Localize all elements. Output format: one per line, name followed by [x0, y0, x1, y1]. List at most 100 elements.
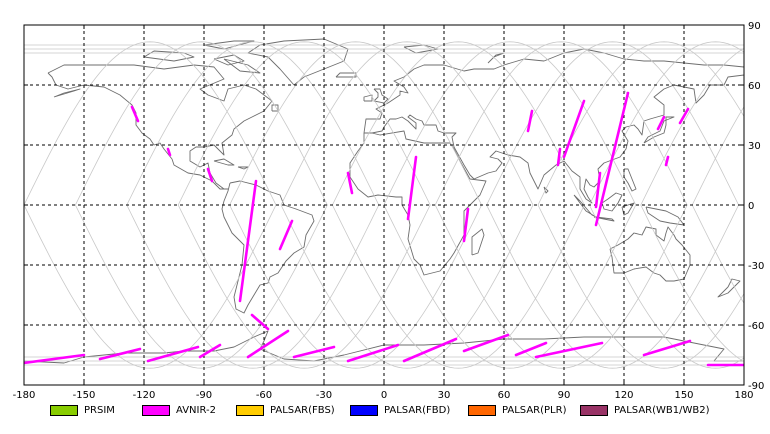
legend-item-palsar-plr: PALSAR(PLR): [468, 402, 566, 418]
avnir2-swath: [146, 345, 200, 363]
coastline: [213, 54, 245, 66]
avnir2-swath: [534, 341, 604, 359]
x-tick-label: 0: [381, 390, 387, 401]
avnir2-swath: [462, 333, 510, 353]
avnir2-swath: [556, 147, 562, 167]
palsar-plr-swatch: [468, 404, 496, 416]
legend-item-palsar-fbd: PALSAR(FBD): [350, 402, 450, 418]
coastline: [373, 88, 389, 104]
coastline: [621, 202, 635, 216]
legend-label: AVNIR-2: [176, 404, 216, 416]
y-tick-label: -60: [748, 321, 764, 332]
coastline: [143, 50, 195, 62]
coastline: [237, 166, 249, 170]
avnir2-swath: [166, 147, 172, 157]
x-tick-label: 30: [438, 390, 451, 401]
palsar-fbd-swatch: [350, 404, 378, 416]
palsar-wb-swatch: [580, 404, 608, 416]
orbit-track: [24, 41, 277, 206]
x-tick-label: 180: [734, 390, 753, 401]
orbit-track: [177, 204, 431, 369]
orbit-track: [280, 204, 534, 369]
y-tick-label: -90: [748, 381, 764, 392]
avnir2-swath: [346, 171, 354, 195]
coastline: [643, 116, 675, 144]
x-tick-label: 90: [558, 390, 571, 401]
coastline: [609, 226, 691, 282]
coastline: [645, 206, 685, 226]
coastline: [223, 58, 261, 74]
legend-item-palsar-wb: PALSAR(WB1/WB2): [580, 402, 710, 418]
palsar-fbs-swatch: [236, 404, 264, 416]
coastline: [213, 158, 235, 166]
orbit-track: [75, 204, 328, 369]
orbit-track: [589, 204, 744, 369]
avnir2-swath: [250, 313, 270, 331]
orbit-track: [75, 41, 328, 206]
coastline: [335, 72, 357, 78]
x-tick-label: -90: [196, 390, 212, 401]
coastline: [221, 180, 315, 314]
legend: PRSIM AVNIR-2 PALSAR(FBS) PALSAR(FBD) PA…: [0, 400, 770, 422]
avnir2-swath: [292, 345, 336, 359]
orbit-track: [434, 41, 688, 206]
y-tick-label: 30: [748, 141, 761, 152]
avnir2-swatch: [142, 404, 170, 416]
orbit-track: [640, 204, 744, 363]
x-tick-label: -180: [13, 390, 36, 401]
orbit-track: [383, 41, 637, 206]
x-tick-label: -60: [256, 390, 272, 401]
avnir2-swath: [678, 107, 690, 125]
coastline: [601, 192, 623, 212]
coastline: [53, 88, 81, 98]
orbit-track: [177, 41, 431, 206]
orbit-track: [486, 41, 739, 206]
orbit-track: [126, 204, 380, 369]
orbit-track: [126, 41, 380, 206]
y-tick-label: 60: [748, 81, 761, 92]
coastline: [363, 48, 744, 204]
legend-item-avnir2: AVNIR-2: [142, 402, 216, 418]
orbit-track: [640, 47, 744, 206]
avnir2-swath: [642, 339, 692, 357]
avnir2-swath: [98, 347, 142, 361]
avnir2-swath: [594, 171, 602, 209]
avnir2-swath: [402, 337, 458, 363]
coastline: [247, 38, 349, 86]
orbit-track: [280, 41, 534, 206]
avnir2-swaths: [24, 91, 744, 367]
coastline: [203, 40, 255, 50]
orbit-track: [743, 203, 744, 206]
legend-label: PALSAR(FBS): [270, 404, 335, 416]
orbit-track: [332, 204, 585, 369]
legend-item-prsim: PRSIM: [50, 402, 115, 418]
avnir2-swath: [656, 115, 666, 131]
x-tick-label: -120: [133, 390, 156, 401]
avnir2-swath: [526, 109, 534, 133]
avnir2-swath: [198, 343, 222, 359]
grid-lines: [24, 25, 744, 385]
coastline: [271, 104, 279, 112]
coastline: [349, 130, 487, 276]
orbit-track: [486, 204, 739, 369]
coastline: [363, 94, 373, 102]
avnir2-swath: [664, 155, 670, 167]
avnir2-swath: [278, 219, 294, 251]
legend-label: PALSAR(PLR): [502, 404, 567, 416]
avnir2-swath: [514, 341, 548, 357]
y-tick-label: -30: [748, 261, 764, 272]
legend-label: PALSAR(FBD): [384, 404, 451, 416]
orbit-track: [537, 41, 744, 206]
legend-item-palsar-fbs: PALSAR(FBS): [236, 402, 335, 418]
orbit-track: [743, 204, 744, 207]
coastline: [717, 278, 741, 298]
orbit-track: [537, 204, 744, 369]
orbit-track: [383, 204, 637, 369]
x-tick-label: 150: [674, 390, 693, 401]
prsim-swatch: [50, 404, 78, 416]
avnir2-swath: [562, 99, 586, 159]
avnir2-swath: [462, 207, 470, 243]
y-tick-label: 90: [748, 21, 761, 32]
avnir2-swath: [24, 353, 86, 365]
